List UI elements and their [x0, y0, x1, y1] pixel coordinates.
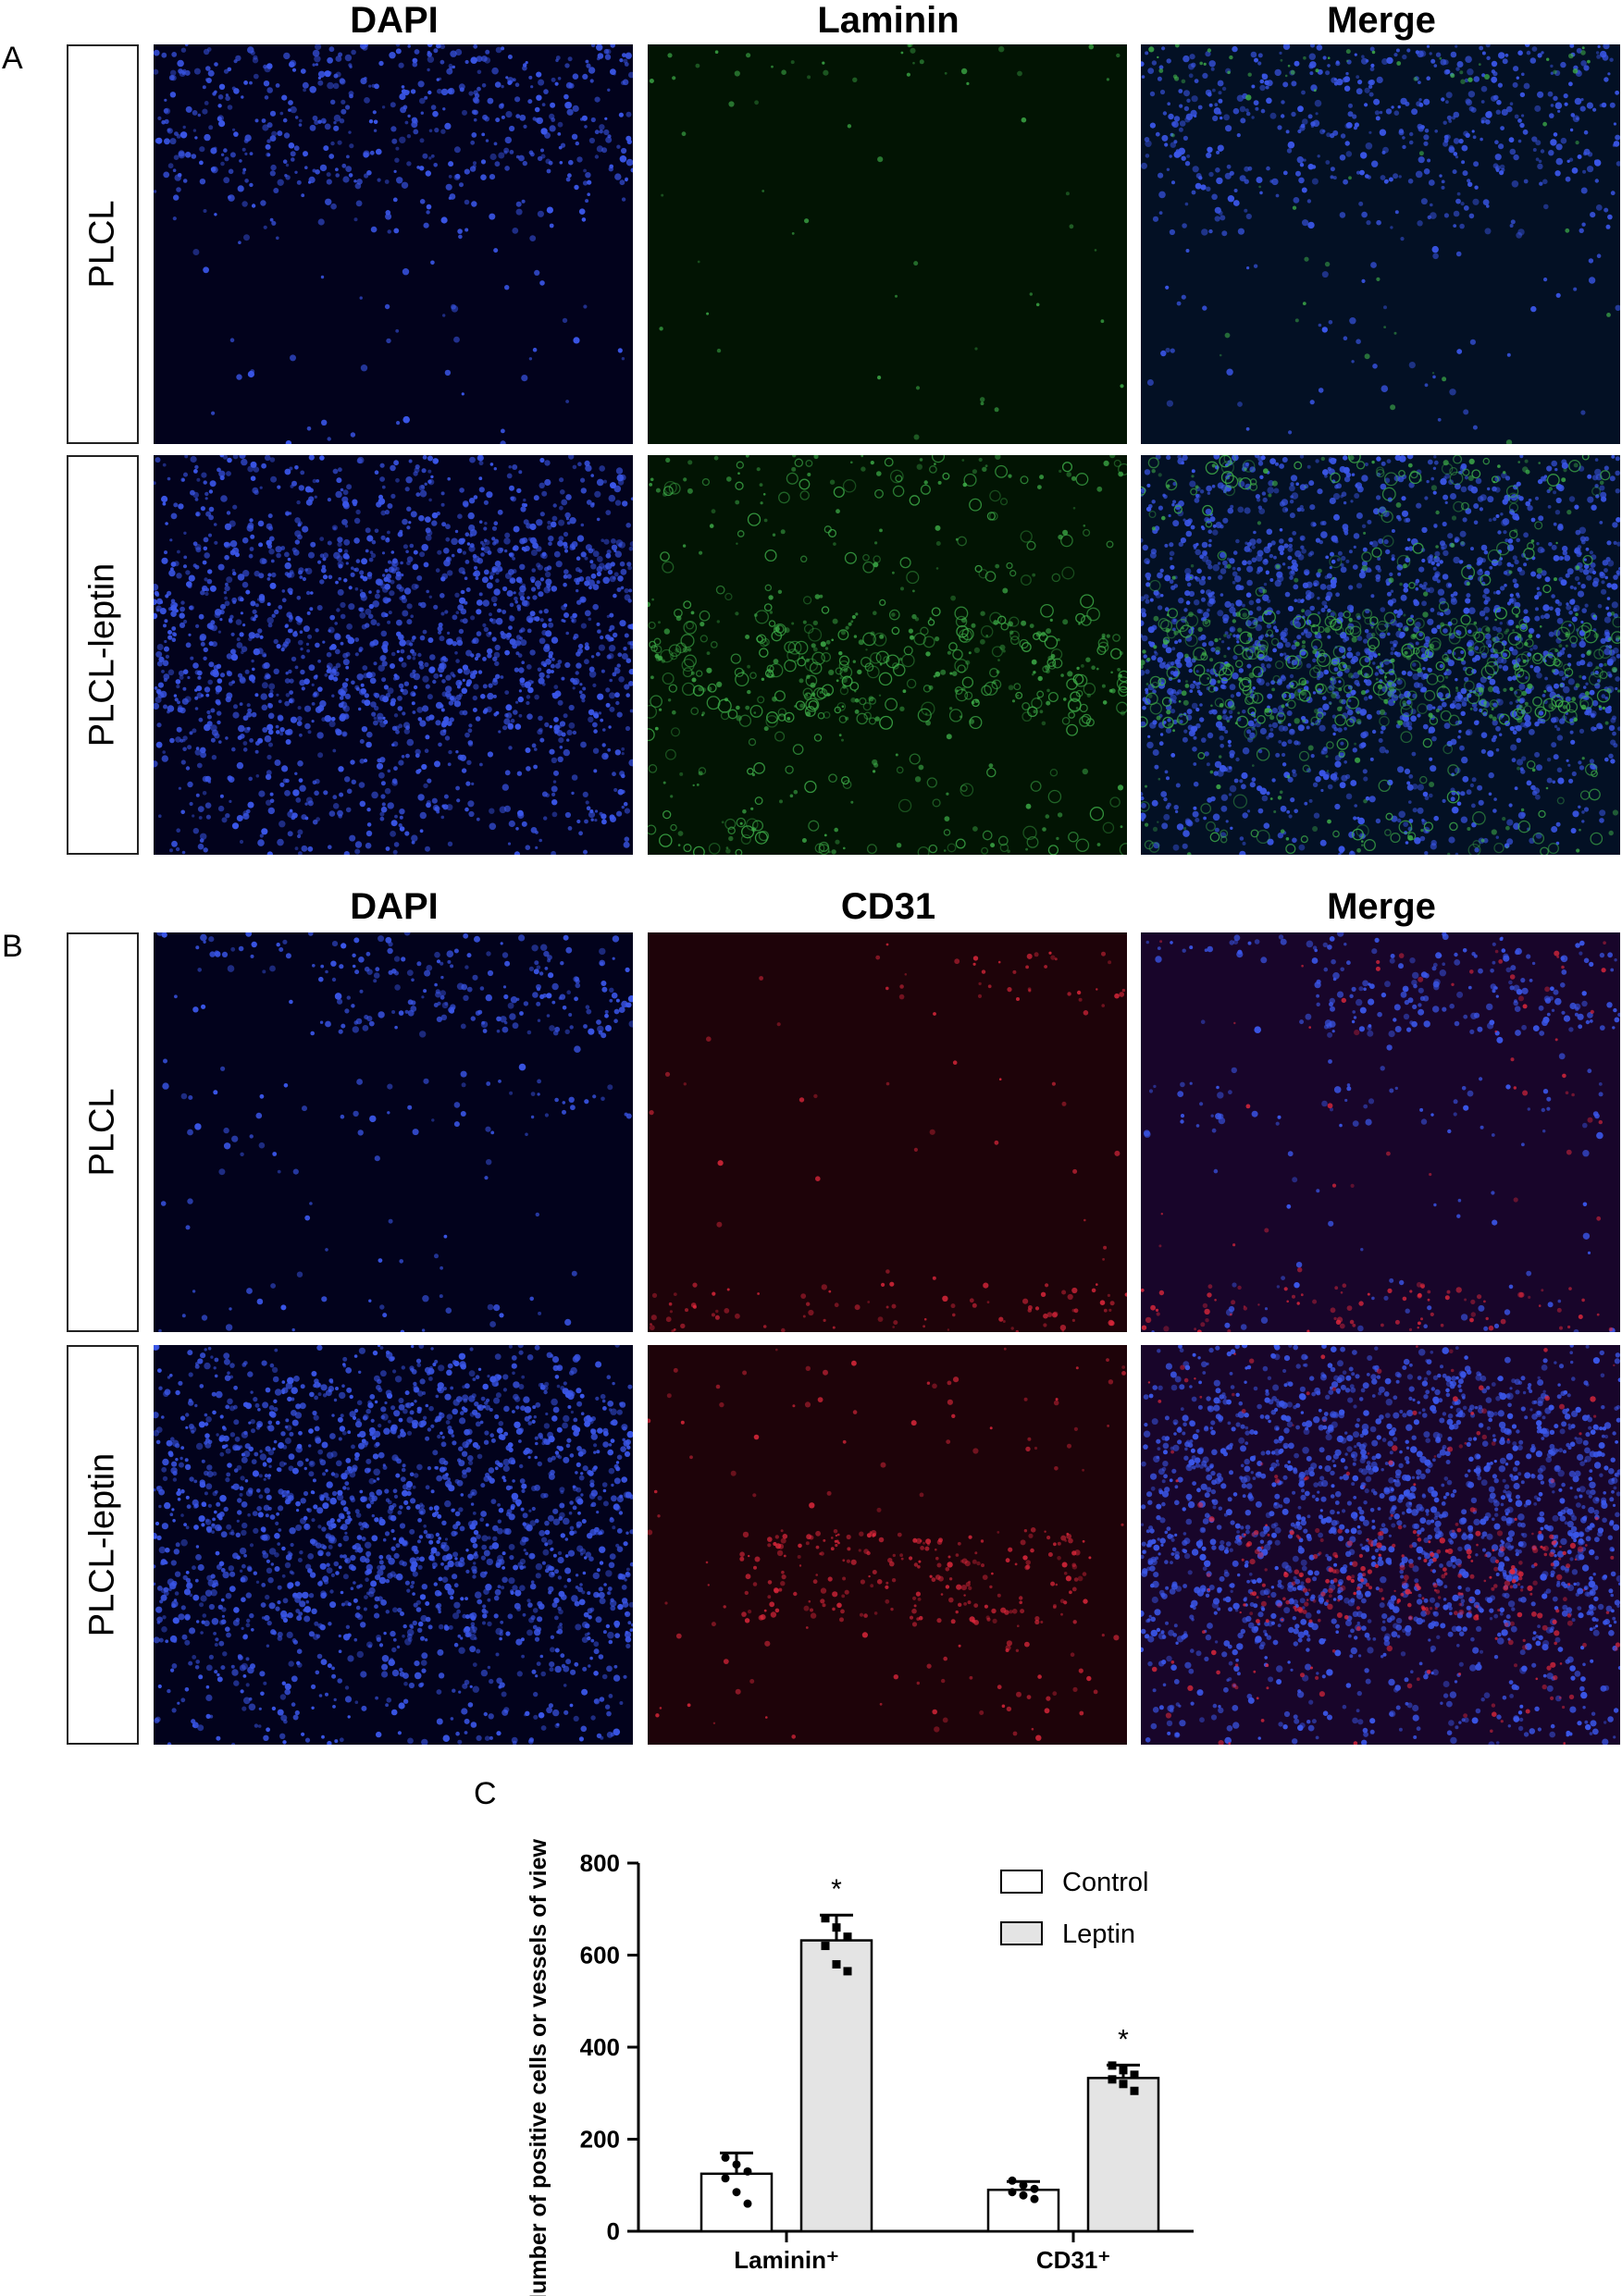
micrograph-b-plcl-leptin-cd31: [648, 1345, 1127, 1745]
data-point-leptin-0-0: [821, 1914, 830, 1923]
x-tick-label-0: Laminin⁺: [734, 2246, 838, 2274]
data-point-leptin-0-3: [821, 1942, 830, 1951]
data-point-leptin-1-1: [1119, 2066, 1128, 2075]
data-point-control-1-0: [1008, 2176, 1017, 2185]
panel-a-column-title-dapi: DAPI: [350, 0, 439, 41]
bar-control-0: [700, 2172, 774, 2233]
x-tick-label-1: CD31⁺: [1036, 2246, 1110, 2274]
bar-chart: 0 200 400 600 800 Number of positive cells or…: [526, 1838, 1194, 2296]
micrograph-a-plcl-leptin-laminin: [648, 455, 1127, 855]
data-point-control-1-4: [1019, 2191, 1028, 2200]
panel-a-column-title-merge: Merge: [1327, 0, 1436, 41]
panel-a-row-label-plcl-text: PLCL: [82, 200, 122, 289]
legend-label-leptin: Leptin: [1062, 1920, 1135, 1949]
panel-b-column-title-cd31: CD31: [840, 886, 936, 927]
panel-b-column-title-dapi: DAPI: [350, 886, 439, 927]
data-point-control-1-3: [1008, 2188, 1017, 2197]
micrograph-b-plcl-cd31: [648, 932, 1127, 1332]
micrograph-b-plcl-leptin-merge: [1141, 1345, 1620, 1745]
data-point-control-1-1: [1019, 2180, 1028, 2190]
micrograph-b-plcl-merge: [1141, 932, 1620, 1332]
data-point-leptin-0-5: [843, 1967, 852, 1976]
data-point-control-0-0: [721, 2153, 730, 2162]
data-point-control-1-5: [1030, 2194, 1039, 2203]
data-point-control-0-3: [721, 2174, 730, 2183]
panel-b-column-title-merge: Merge: [1327, 886, 1436, 927]
panel-b-row-label-plcl-text: PLCL: [82, 1088, 122, 1177]
data-point-leptin-1-2: [1130, 2070, 1139, 2080]
data-point-control-1-2: [1030, 2184, 1039, 2193]
y-tick-label-800: 800: [580, 1849, 620, 1877]
panel-b-letter: B: [2, 929, 23, 964]
significance-star-1: *: [1118, 2024, 1129, 2055]
data-point-control-0-1: [732, 2160, 741, 2169]
bar-leptin-0: [799, 1939, 873, 2233]
data-point-leptin-0-4: [832, 1959, 841, 1969]
data-point-leptin-0-2: [843, 1932, 852, 1942]
legend-label-control: Control: [1062, 1868, 1149, 1897]
micrograph-a-plcl-laminin: [648, 44, 1127, 444]
micrograph-a-plcl-leptin-merge: [1141, 455, 1620, 855]
micrograph-b-plcl-leptin-dapi: [154, 1345, 633, 1745]
panel-a-row-label-plcl-leptin: PLCL-leptin: [67, 455, 139, 855]
legend-swatch-control: [1000, 1870, 1043, 1894]
panel-a-row-label-plcl-leptin-text: PLCL-leptin: [82, 562, 122, 747]
panel-c-letter: C: [474, 1776, 497, 1811]
y-tick-label-400: 400: [580, 2033, 620, 2061]
data-point-control-0-4: [732, 2188, 741, 2197]
data-point-leptin-1-0: [1108, 2061, 1117, 2070]
panel-b-row-label-plcl-leptin-text: PLCL-leptin: [82, 1452, 122, 1637]
data-point-leptin-1-3: [1108, 2075, 1117, 2084]
panel-b-row-label-plcl-leptin: PLCL-leptin: [67, 1345, 139, 1745]
panel-a-column-title-laminin: Laminin: [817, 0, 960, 41]
bar-leptin-1: [1086, 2077, 1160, 2233]
data-point-leptin-1-5: [1130, 2086, 1139, 2095]
panel-b-row-label-plcl: PLCL: [67, 932, 139, 1332]
data-point-leptin-0-1: [832, 1923, 841, 1932]
panel-a-row-label-plcl: PLCL: [67, 44, 139, 444]
y-axis-label: Number of positive cells or vessels of v…: [526, 1838, 551, 2296]
micrograph-a-plcl-dapi: [154, 44, 633, 444]
y-tick-label-600: 600: [580, 1942, 620, 1969]
y-tick-label-200: 200: [580, 2126, 620, 2154]
y-tick-label-0: 0: [607, 2217, 620, 2245]
micrograph-a-plcl-merge: [1141, 44, 1620, 444]
panel-a-letter: A: [2, 41, 23, 76]
data-point-control-0-5: [743, 2199, 752, 2208]
micrograph-b-plcl-dapi: [154, 932, 633, 1332]
legend-swatch-leptin: [1000, 1921, 1043, 1945]
significance-star-0: *: [831, 1874, 842, 1905]
data-point-control-0-2: [743, 2166, 752, 2176]
data-point-leptin-1-4: [1119, 2080, 1128, 2089]
micrograph-a-plcl-leptin-dapi: [154, 455, 633, 855]
